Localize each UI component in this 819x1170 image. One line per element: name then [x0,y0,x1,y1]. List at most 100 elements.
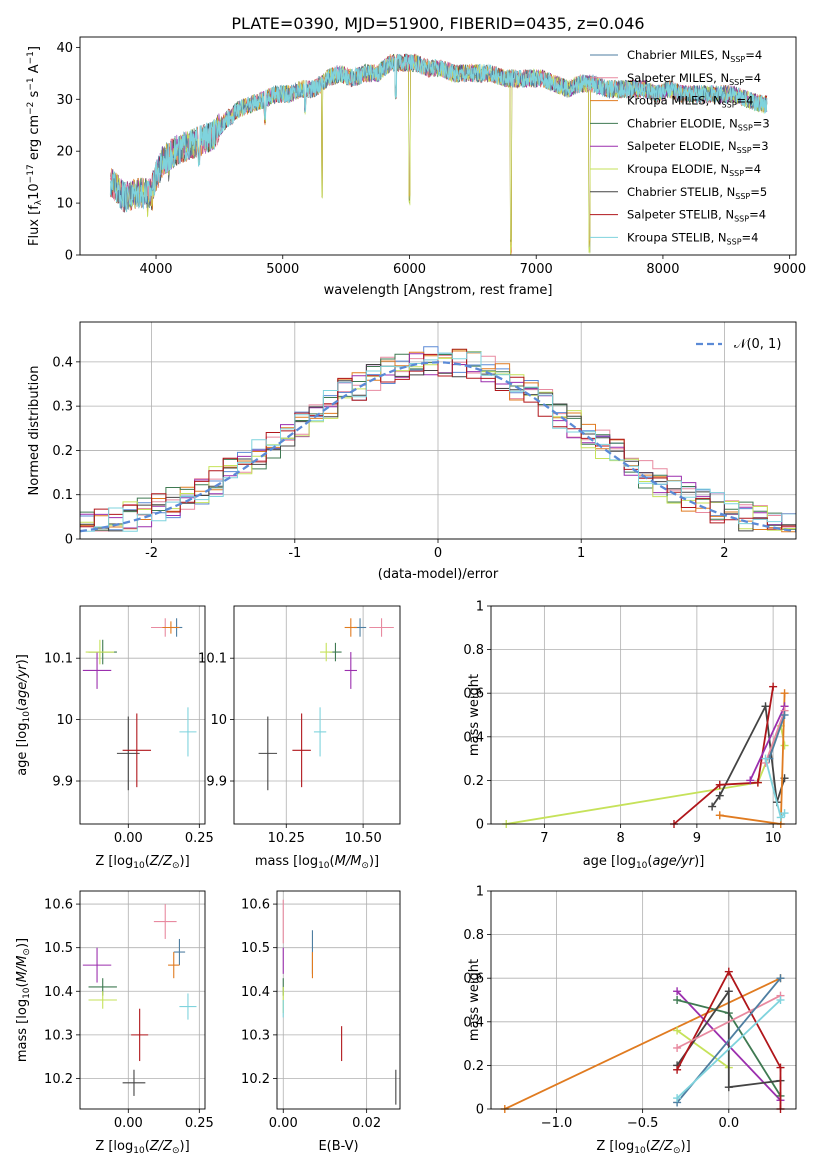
y-tick-label: 9.9 [206,775,227,790]
spectrum-line [109,53,768,213]
gaussian-curve [79,361,797,533]
x-tick-label: 0 [434,546,442,561]
axes-frame [79,605,206,825]
y-axis-label: mass weight [467,674,482,756]
y-tick-label: 0.3 [52,400,73,415]
y-tick-label: 0.2 [463,1059,484,1074]
legend-label: Chabrier STELIB, NSSP=5 [627,185,767,201]
y-tick-label: 20 [56,145,73,160]
y-axis-label: age [log10(age/yr)] [15,654,32,776]
x-tick-label: 10 [765,831,782,846]
chart-mass_vs_age: 10.25 10.50 9.9 10 10.1 mass [log10(M/M⊙)] [198,605,401,871]
y-tick-label: 0 [65,533,73,548]
legend-label: Chabrier MILES, NSSP=4 [627,48,762,64]
y-tick-label: 10.2 [44,1072,73,1087]
x-tick-label: 0.00 [114,831,143,846]
y-tick-label: 10.1 [198,652,227,667]
y-tick-label: 9.9 [52,775,73,790]
chart-residual_hist: -2 -1 0 1 2 0 0.1 0.2 0.3 0.4 𝒩(0, 1) (data-model)/… [27,321,797,582]
x-axis-label: age [log10(age/yr)] [583,854,705,871]
chart-age_vs_weight: 7 8 9 10 0 0.2 0.4 0.6 0.8 1 age [log10(age/yr)] ma… [463,600,797,871]
axes-frame [276,890,401,1110]
x-tick-label: 5000 [266,262,299,277]
x-tick-label: −0.5 [627,1116,659,1131]
y-axis-label: mass [log10(M/M⊙)] [15,938,32,1062]
weight-line [676,969,782,1109]
x-tick-label: 0.00 [114,1116,143,1131]
x-tick-label: 0.0 [718,1116,739,1131]
axes-frame [79,36,797,256]
weight-line [504,977,781,1109]
y-tick-label: 10.3 [241,1028,270,1043]
y-tick-label: 0 [476,1103,484,1118]
y-tick-label: 0.8 [463,928,484,943]
chart-Z_vs_age: 0.00 0.25 9.9 10 10.1 Z [log10(Z/Z⊙)] age [log… [15,605,214,871]
y-tick-label: 10 [56,197,73,212]
chart-ebv_vs_mass: 0.00 0.02 10.2 10.3 10.4 10.5 10.6 [241,890,401,1131]
y-tick-label: 10.5 [44,941,73,956]
y-tick-label: 0.2 [52,444,73,459]
y-axis-label: Flux [fλ10−17 erg cm−2 s−1 A−1] [26,46,44,246]
x-tick-label: 0.00 [269,1116,298,1131]
x-axis-label: (data-model)/error [378,567,499,582]
axes-frame [233,605,401,825]
x-axis-label: Z [log10(Z/Z⊙)] [95,854,189,871]
x-tick-label: 8000 [646,262,679,277]
legend-label: Kroupa STELIB, NSSP=4 [627,230,758,246]
y-tick-label: 10.6 [241,898,270,913]
x-tick-label: 9 [693,831,701,846]
chart-Z_vs_mass: 0.00 0.25 10.2 10.3 10.4 10.5 10.6 Z [log10(Z/Z… [15,890,214,1156]
axes-frame [79,890,206,1110]
x-tick-label: 7 [540,831,548,846]
x-tick-label: 0.02 [352,1116,381,1131]
y-tick-label: 10.4 [44,985,73,1000]
x-tick-label: 7000 [520,262,553,277]
legend-label: Kroupa ELODIE, NSSP=4 [627,162,761,178]
y-tick-label: 10.4 [241,985,270,1000]
x-tick-label: 10.50 [345,831,382,846]
weight-line [764,710,786,764]
x-axis-label: Z [log10(Z/Z⊙)] [596,1139,690,1156]
legend-label: Kroupa MILES, NSSP=4 [627,94,753,110]
x-axis-label: wavelength [Angstrom, rest frame] [324,283,553,298]
y-tick-label: 10.2 [241,1072,270,1087]
y-tick-label: 0.6 [463,687,484,702]
y-tick-label: 10.1 [44,652,73,667]
x-axis-label: Z [log10(Z/Z⊙)] [95,1139,189,1156]
y-axis-label: mass weight [467,959,482,1041]
weight-line [506,722,786,824]
x-tick-label: 6000 [393,262,426,277]
y-tick-label: 1 [476,600,484,615]
x-tick-label: 2 [720,546,728,561]
legend-label: Salpeter STELIB, NSSP=4 [627,208,766,224]
weight-line [676,999,782,1099]
chart-spectrum: 4000 5000 6000 7000 8000 9000 0 10 20 30 40 Chabrie… [26,36,806,298]
y-tick-label: 10.5 [241,941,270,956]
x-axis-label: E(B-V) [318,1139,358,1154]
y-tick-label: 0 [476,818,484,833]
figure-title: PLATE=0390, MJD=51900, FIBERID=0435, z=0… [231,14,644,33]
y-tick-label: 40 [56,41,73,56]
y-tick-label: 0.2 [463,774,484,789]
x-tick-label: -2 [145,546,158,561]
x-axis-label: mass [log10(M/M⊙)] [255,854,379,871]
weight-line [749,705,786,781]
x-tick-label: 4000 [139,262,172,277]
y-tick-label: 10.6 [44,898,73,913]
axes-frame [79,321,797,540]
y-tick-label: 1 [476,885,484,900]
chart-Z_vs_weight: −1.0 −0.5 0.0 0 0.2 0.4 0.6 0.8 1 Z [log10(Z/Z⊙)]… [463,885,797,1156]
legend-label: 𝒩(0, 1) [734,337,781,352]
legend-label: Chabrier ELODIE, NSSP=3 [627,116,770,132]
x-tick-label: 1 [577,546,585,561]
x-tick-label: 10.25 [268,831,305,846]
legend-label: Salpeter ELODIE, NSSP=3 [627,139,769,155]
y-axis-label: Normed distribution [27,366,42,496]
x-tick-label: 0.25 [185,831,214,846]
x-tick-label: 9000 [773,262,806,277]
y-tick-label: 0 [65,249,73,264]
y-tick-label: 0.8 [463,643,484,658]
histogram-step [80,351,796,532]
